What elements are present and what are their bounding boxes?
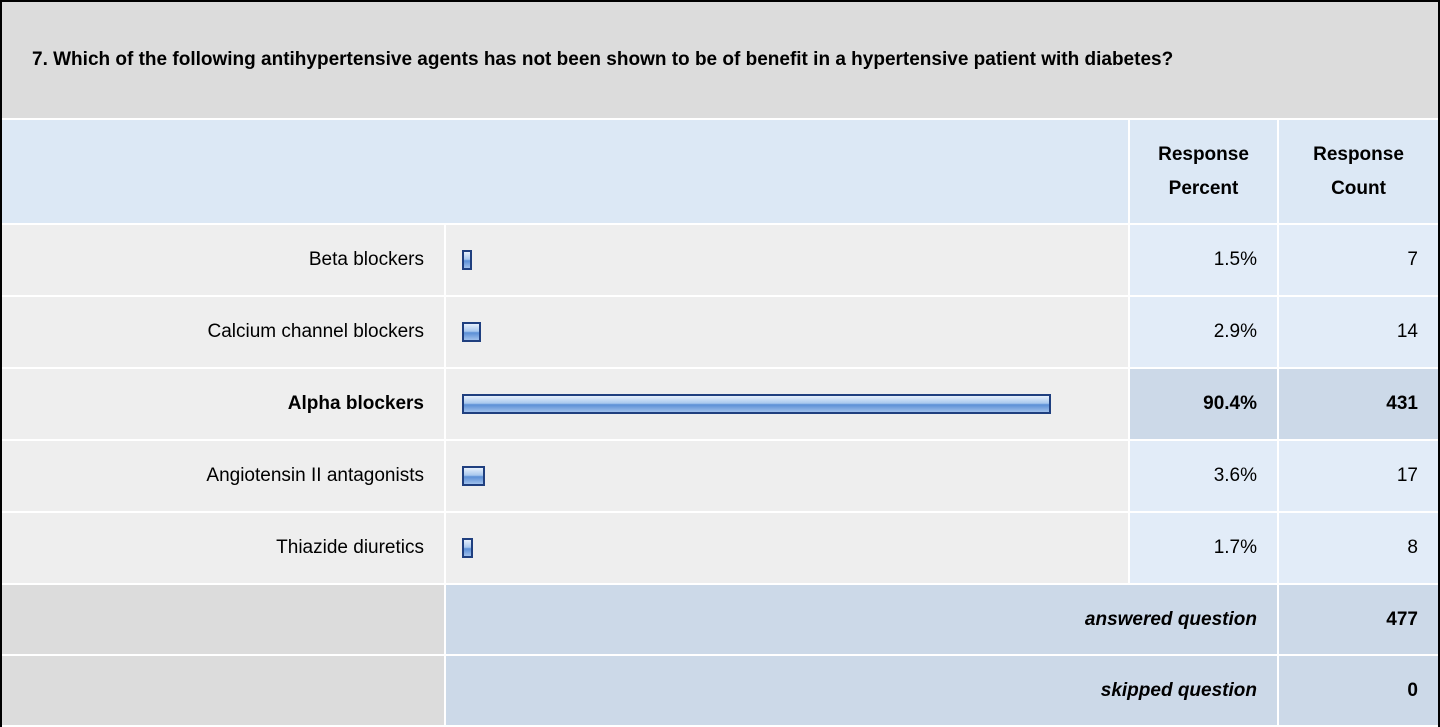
response-percent: 2.9% <box>1130 297 1277 367</box>
answer-row: Thiazide diuretics 1.7% 8 <box>2 513 1438 583</box>
bar-cell <box>446 513 1128 583</box>
summary-blank <box>2 585 444 654</box>
response-count: 7 <box>1279 225 1438 295</box>
bar-cell <box>446 441 1128 511</box>
response-percent: 1.5% <box>1130 225 1277 295</box>
response-count: 17 <box>1279 441 1438 511</box>
bar <box>462 394 1052 414</box>
header-percent: Response Percent <box>1130 120 1277 223</box>
bar <box>462 250 472 270</box>
bar <box>462 466 486 486</box>
answer-label: Thiazide diuretics <box>2 513 444 583</box>
bar-cell <box>446 225 1128 295</box>
response-percent: 3.6% <box>1130 441 1277 511</box>
response-count: 8 <box>1279 513 1438 583</box>
answer-label: Angiotensin II antagonists <box>2 441 444 511</box>
response-count: 14 <box>1279 297 1438 367</box>
header-count: Response Count <box>1279 120 1438 223</box>
answer-row: Alpha blockers 90.4% 431 <box>2 369 1438 439</box>
answer-row: Angiotensin II antagonists 3.6% 17 <box>2 441 1438 511</box>
answer-label: Beta blockers <box>2 225 444 295</box>
answer-label: Calcium channel blockers <box>2 297 444 367</box>
summary-label: answered question <box>446 585 1277 654</box>
bar-cell <box>446 369 1128 439</box>
summary-row: answered question 477 <box>2 585 1438 654</box>
answer-row: Beta blockers 1.5% 7 <box>2 225 1438 295</box>
response-count: 431 <box>1279 369 1438 439</box>
bar <box>462 322 481 342</box>
summary-count: 477 <box>1279 585 1438 654</box>
response-percent: 1.7% <box>1130 513 1277 583</box>
bar <box>462 538 474 558</box>
response-percent: 90.4% <box>1130 369 1277 439</box>
summary-row: skipped question 0 <box>2 656 1438 725</box>
answer-row: Calcium channel blockers 2.9% 14 <box>2 297 1438 367</box>
summary-label: skipped question <box>446 656 1277 725</box>
question-title: 7. Which of the following antihypertensi… <box>2 2 1438 118</box>
answer-label: Alpha blockers <box>2 369 444 439</box>
header-blank <box>2 120 1128 223</box>
summary-blank <box>2 656 444 725</box>
summary-count: 0 <box>1279 656 1438 725</box>
bar-cell <box>446 297 1128 367</box>
